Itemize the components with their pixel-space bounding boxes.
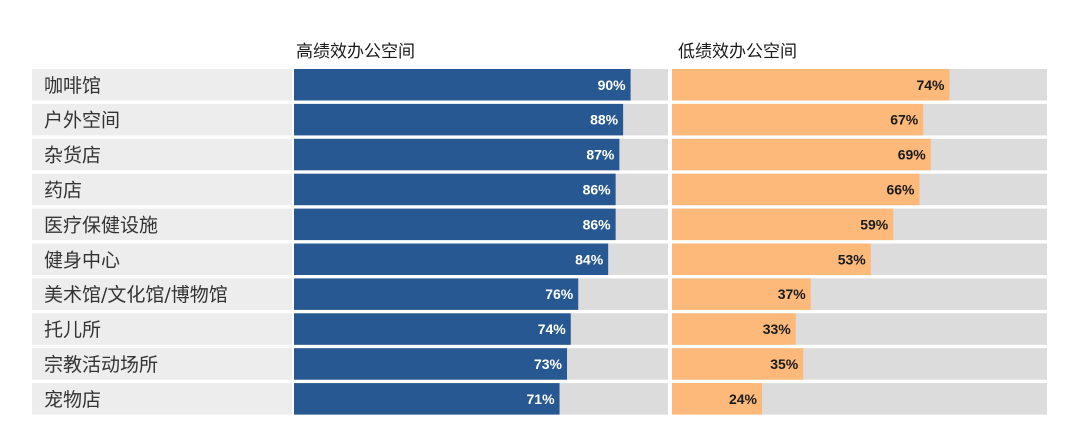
data-label: 87% xyxy=(586,147,615,163)
bar-low-performance xyxy=(672,138,931,171)
category-band xyxy=(32,348,292,380)
data-label: 67% xyxy=(890,112,919,128)
bar-low-performance xyxy=(672,103,924,136)
bar-high-performance xyxy=(294,208,616,241)
series-header-low: 低绩效办公空间 xyxy=(678,42,797,62)
data-label: 74% xyxy=(916,77,945,93)
category-label: 托儿所 xyxy=(44,319,101,341)
bar-low-performance xyxy=(672,348,804,380)
data-label: 33% xyxy=(763,321,792,337)
category-band xyxy=(32,173,292,206)
data-label: 86% xyxy=(583,216,612,232)
category-label: 药店 xyxy=(44,179,82,201)
category-band xyxy=(32,138,292,171)
data-label: 59% xyxy=(860,216,889,232)
bar-high-performance xyxy=(294,103,624,136)
category-label: 健身中心 xyxy=(44,249,120,271)
data-label: 88% xyxy=(590,112,619,128)
data-label: 90% xyxy=(598,77,627,93)
series-header-high: 高绩效办公空间 xyxy=(296,42,415,62)
category-label: 医疗保健设施 xyxy=(44,214,158,236)
category-band xyxy=(32,278,292,310)
category-band xyxy=(32,383,292,415)
bar-high-performance xyxy=(294,173,616,206)
bar-low-performance xyxy=(672,208,894,241)
bar-high-performance xyxy=(294,383,560,415)
data-label: 84% xyxy=(575,251,604,267)
bar-low-performance xyxy=(672,383,762,415)
bar-high-performance xyxy=(294,348,568,380)
category-label: 宗教活动场所 xyxy=(44,354,158,376)
category-label: 美术馆/文化馆/博物馆 xyxy=(44,284,228,306)
data-label: 35% xyxy=(770,356,799,372)
bar-low-performance xyxy=(672,243,871,275)
bar-high-performance xyxy=(294,313,571,345)
bar-high-performance xyxy=(294,243,609,275)
bar-high-performance xyxy=(294,69,631,101)
category-band xyxy=(32,69,292,101)
data-label: 71% xyxy=(527,391,556,407)
data-label: 74% xyxy=(538,321,567,337)
category-label: 杂货店 xyxy=(44,145,101,167)
category-label: 咖啡馆 xyxy=(44,75,101,97)
data-label: 37% xyxy=(778,286,807,302)
category-band xyxy=(32,208,292,241)
chart-rows: 咖啡馆 90% 74% 户外空间 88% 67% 杂货店 87% 69% 药店 86% 66% 医疗保健… xyxy=(32,69,1047,415)
bar-low-performance xyxy=(672,278,811,310)
data-label: 86% xyxy=(583,181,612,197)
data-label: 24% xyxy=(729,391,758,407)
category-band xyxy=(32,243,292,275)
data-label: 69% xyxy=(898,147,927,163)
category-band xyxy=(32,103,292,136)
bar-low-performance xyxy=(672,173,920,206)
bar-low-performance xyxy=(672,69,950,101)
bar-high-performance xyxy=(294,138,620,171)
data-label: 53% xyxy=(838,251,867,267)
bar-high-performance xyxy=(294,278,579,310)
category-label: 宠物店 xyxy=(44,389,101,411)
category-label: 户外空间 xyxy=(44,110,120,132)
category-band xyxy=(32,313,292,345)
data-label: 76% xyxy=(545,286,574,302)
data-label: 66% xyxy=(886,181,915,197)
data-label: 73% xyxy=(534,356,563,372)
bar-low-performance xyxy=(672,313,796,345)
